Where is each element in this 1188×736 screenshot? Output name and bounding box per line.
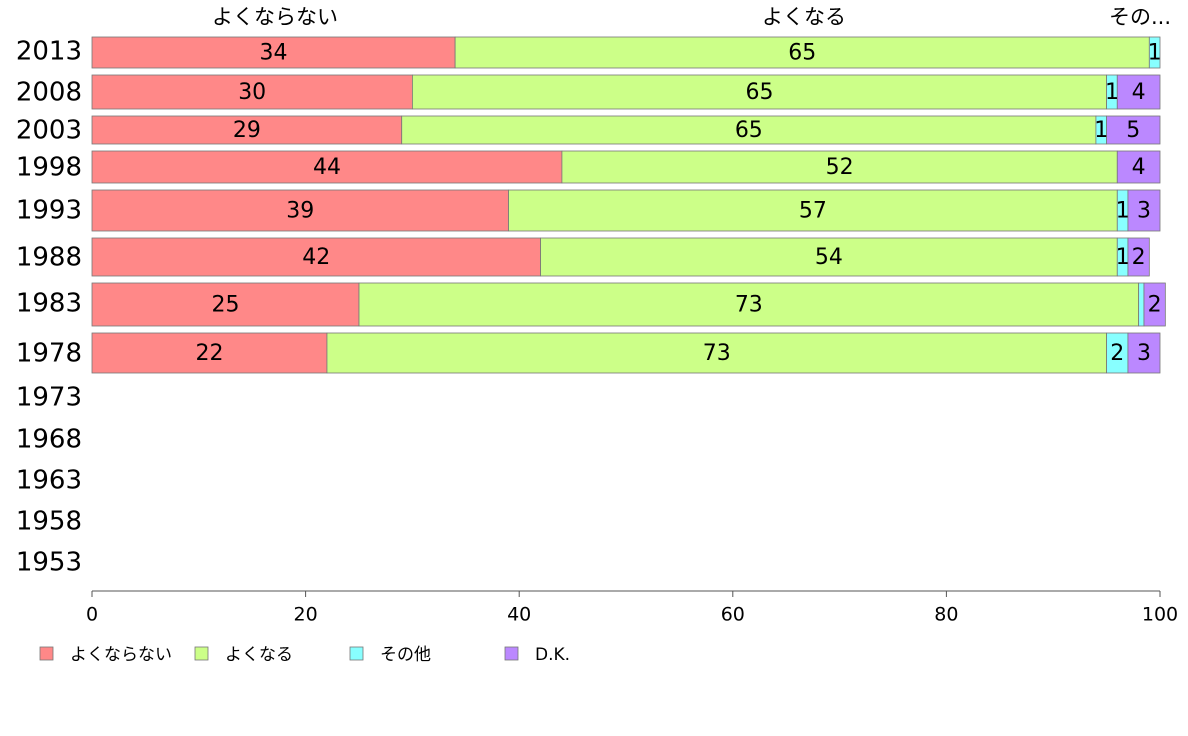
data-label: 65 [788, 41, 816, 66]
data-label: 22 [195, 341, 223, 366]
legend-swatch [349, 646, 364, 661]
legend-label: よくなる [225, 645, 293, 665]
data-label: 1 [1116, 199, 1130, 224]
data-label: 3 [1137, 341, 1151, 366]
bar-segment [1127, 237, 1150, 277]
data-label: 4 [1132, 155, 1146, 180]
bar-segment [454, 36, 1150, 69]
bar-segment [1127, 189, 1161, 232]
year-label: 2008 [16, 78, 82, 108]
x-tick-label: 80 [934, 604, 958, 626]
data-label: 5 [1126, 118, 1140, 143]
data-label: 73 [735, 293, 763, 318]
legend: よくならない よくなる その他 D.K. [39, 645, 570, 665]
legend-label: よくならない [70, 645, 172, 665]
legend-swatch [504, 646, 519, 661]
bar-segment [91, 332, 328, 374]
year-labels: 2013 2008 2003 1998 1993 1988 1983 1978 1973 1968… [16, 37, 82, 578]
data-label: 2 [1110, 341, 1124, 366]
data-label: 54 [815, 245, 843, 270]
legend-label: D.K. [535, 645, 570, 665]
year-label: 1953 [16, 548, 82, 578]
x-tick-label: 100 [1142, 604, 1178, 626]
data-label: 73 [703, 341, 731, 366]
data-label: 25 [212, 293, 240, 318]
year-label: 1968 [16, 425, 82, 455]
column-header: よくなる [762, 5, 846, 29]
year-label: 1983 [16, 289, 82, 319]
year-label: 1958 [16, 507, 82, 537]
data-label: 39 [286, 199, 314, 224]
x-tick-label: 0 [86, 604, 98, 626]
year-label: 1963 [16, 466, 82, 496]
data-label: 34 [260, 41, 288, 66]
bar-segment [91, 150, 563, 184]
data-label: 3 [1137, 199, 1151, 224]
data-label: 30 [238, 80, 266, 105]
data-label: 1 [1105, 80, 1119, 105]
legend-swatch [39, 646, 54, 661]
x-tick-label: 60 [721, 604, 745, 626]
x-tick-label: 40 [507, 604, 531, 626]
column-header: よくならない [212, 5, 338, 29]
bar-segment [358, 282, 1140, 327]
legend-swatch [194, 646, 209, 661]
bars [91, 36, 1166, 374]
bar-segment [91, 36, 456, 69]
year-label: 1998 [16, 153, 82, 183]
x-tick-label: 20 [294, 604, 318, 626]
year-label: 1973 [16, 383, 82, 413]
year-label: 1978 [16, 339, 82, 369]
data-label: 2 [1148, 293, 1162, 318]
column-headers: よくならない よくなる その... [212, 5, 1171, 29]
data-label: 1 [1148, 41, 1162, 66]
bar-segment [1148, 36, 1161, 69]
bar-segment [326, 332, 1108, 374]
data-label: 29 [233, 118, 261, 143]
bar-segment [91, 237, 541, 277]
year-label: 2003 [16, 116, 82, 146]
bar-segment [91, 282, 360, 327]
data-label: 57 [799, 199, 827, 224]
bar-segment [1127, 332, 1161, 374]
bar-segment [508, 189, 1118, 232]
x-axis: 0 20 40 60 80 100 [86, 590, 1178, 626]
column-header: その... [1109, 5, 1171, 29]
data-label: 1 [1094, 118, 1108, 143]
year-label: 1993 [16, 196, 82, 226]
bar-segment [91, 115, 403, 145]
year-label: 2013 [16, 37, 82, 67]
bar-segment [1138, 282, 1145, 327]
data-label: 42 [302, 245, 330, 270]
data-label: 1 [1116, 245, 1130, 270]
year-label: 1988 [16, 243, 82, 273]
bar-segment [1116, 74, 1161, 110]
data-label: 4 [1132, 80, 1146, 105]
bar-segment [1106, 115, 1161, 145]
bar-segment [540, 237, 1118, 277]
bar-segment [1143, 282, 1166, 327]
data-label: 65 [746, 80, 774, 105]
data-label: 52 [826, 155, 854, 180]
legend-label: その他 [380, 645, 431, 665]
bar-segment [401, 115, 1097, 145]
data-label: 2 [1132, 245, 1146, 270]
data-label: 44 [313, 155, 341, 180]
data-label: 65 [735, 118, 763, 143]
bar-segment [561, 150, 1118, 184]
bar-segment [1116, 150, 1161, 184]
data-labels: 34 65 130 65 1 429 65 1 544 52 439 57 1 342 54 1 225 73 22… [195, 41, 1161, 367]
